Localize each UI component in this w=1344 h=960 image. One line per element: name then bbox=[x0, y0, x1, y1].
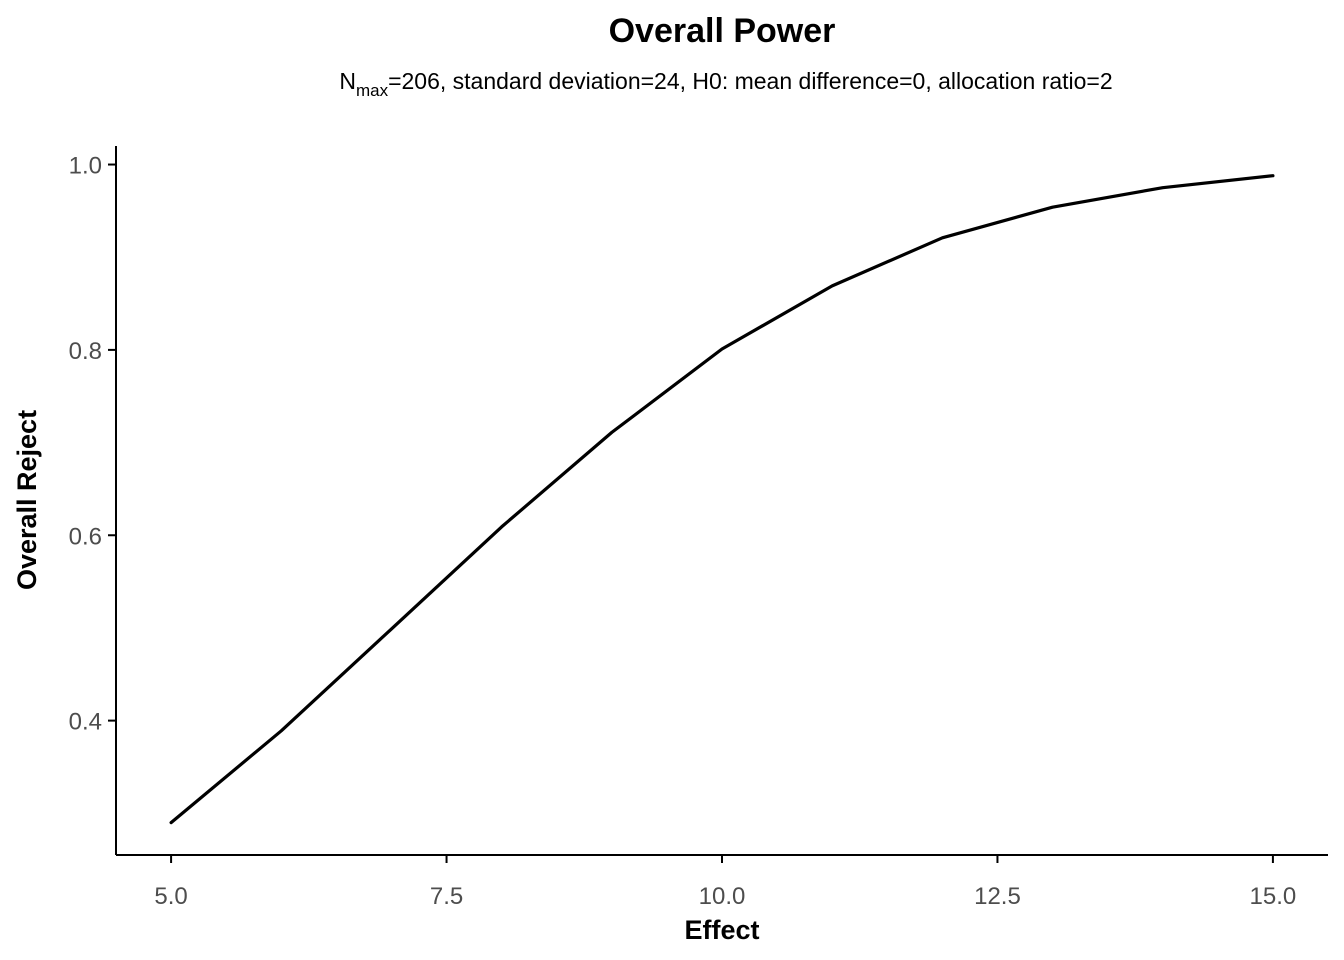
x-tick-label: 10.0 bbox=[699, 883, 746, 910]
series-layer bbox=[169, 174, 1275, 825]
y-axis-title: Overall Reject bbox=[12, 410, 42, 590]
chart-title: Overall Power bbox=[609, 12, 836, 50]
x-axis-title: Effect bbox=[684, 915, 759, 945]
subtitle-n-subscript: max bbox=[356, 81, 389, 100]
plot-area: 5.0 7.5 10.0 12.5 15.0 0.4 0.6 0.8 1.0 bbox=[69, 146, 1328, 910]
y-tick-label: 1.0 bbox=[69, 153, 102, 180]
x-tick-label: 15.0 bbox=[1250, 883, 1297, 910]
x-axis-ticks: 5.0 7.5 10.0 12.5 15.0 bbox=[154, 855, 1296, 910]
y-tick-label: 0.8 bbox=[69, 338, 102, 365]
subtitle-n-symbol: N bbox=[339, 68, 356, 94]
x-tick-label: 7.5 bbox=[430, 883, 463, 910]
y-tick-label: 0.4 bbox=[69, 709, 102, 736]
y-tick-label: 0.6 bbox=[69, 523, 102, 550]
y-axis-ticks: 0.4 0.6 0.8 1.0 bbox=[69, 153, 116, 736]
x-tick-label: 5.0 bbox=[154, 883, 187, 910]
overall-reject-line bbox=[169, 174, 1275, 825]
x-tick-label: 12.5 bbox=[974, 883, 1021, 910]
subtitle-parameters: =206, standard deviation=24, H0: mean di… bbox=[388, 68, 1113, 94]
chart-subtitle: Nmax=206, standard deviation=24, H0: mea… bbox=[339, 68, 1112, 100]
